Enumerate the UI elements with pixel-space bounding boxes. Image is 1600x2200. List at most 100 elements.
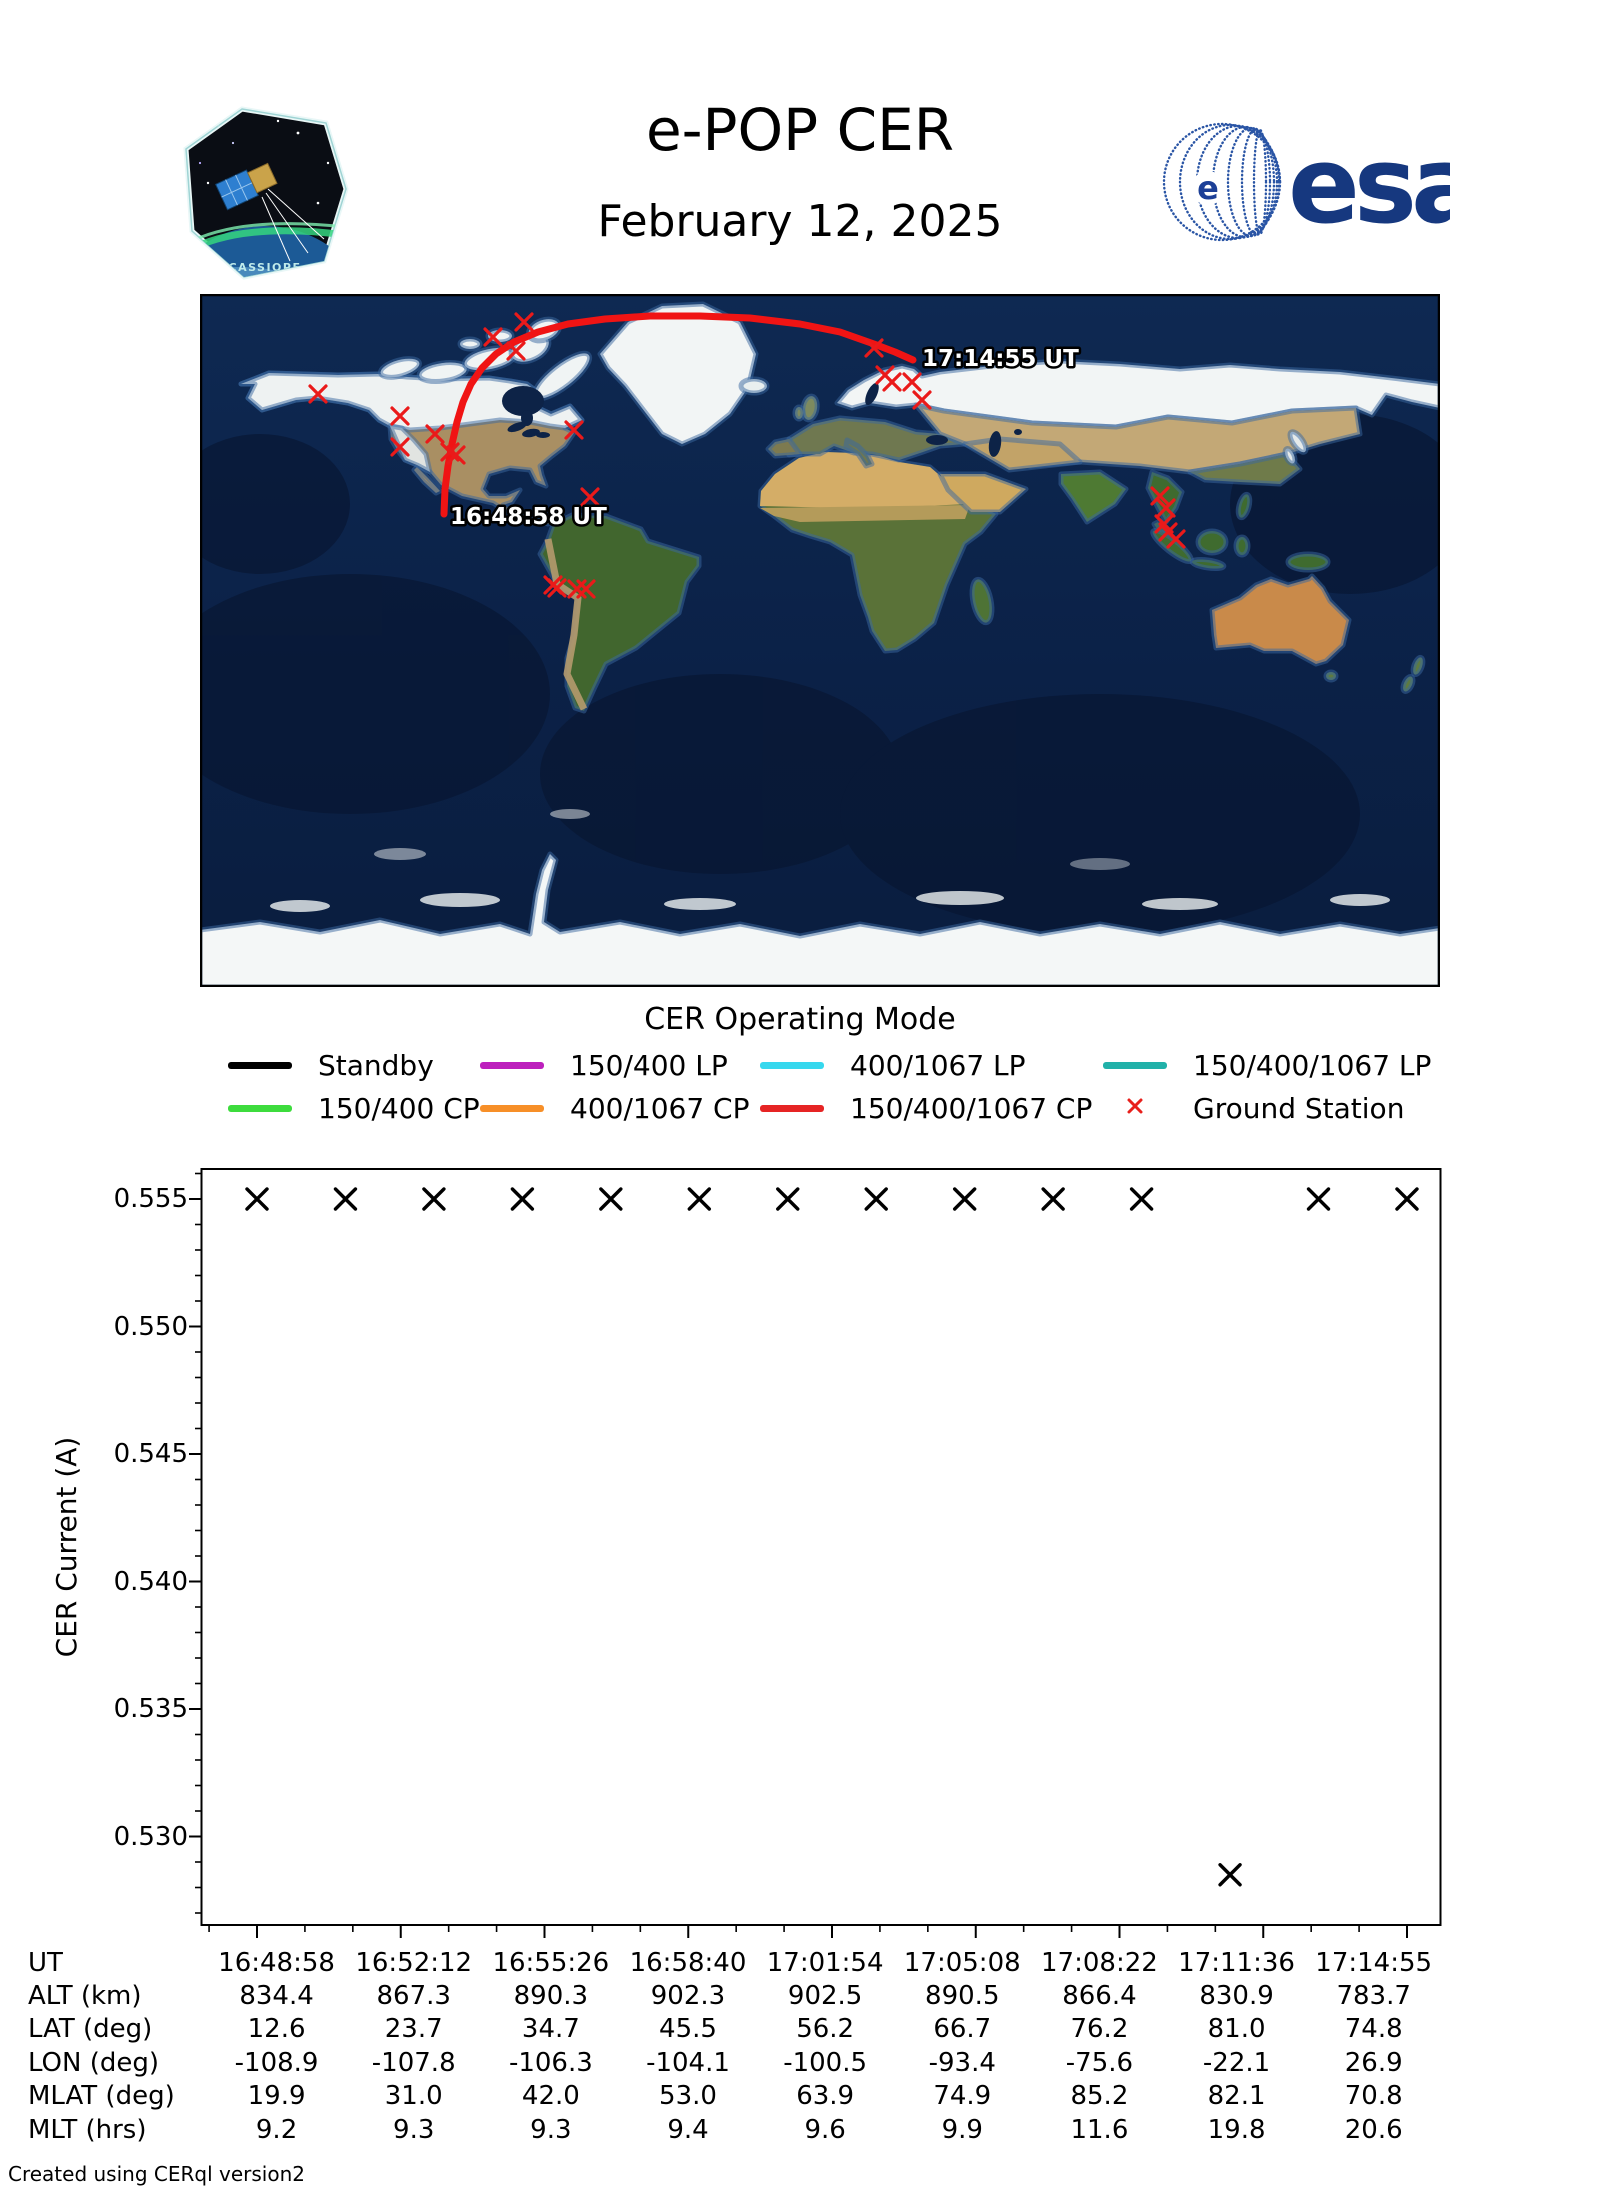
table-cell: 9.3 xyxy=(530,2114,572,2145)
table-cell: 16:55:26 xyxy=(492,1947,610,1978)
ground-station-marker xyxy=(506,341,526,361)
table-cell: 74.8 xyxy=(1344,2014,1403,2045)
ground-station-marker xyxy=(514,312,534,332)
legend-x-marker-icon xyxy=(1103,1095,1167,1121)
ground-station-marker xyxy=(390,406,410,426)
legend-title: CER Operating Mode xyxy=(644,1002,956,1037)
table-cell: -104.1 xyxy=(646,2047,730,2078)
table-cell: 17:11:36 xyxy=(1178,1947,1295,1978)
cer-current-data-point xyxy=(952,1187,977,1211)
table-cell: 74.9 xyxy=(933,2081,992,2112)
track-end-time-label: 17:14:55 UT xyxy=(922,346,1079,372)
table-cell: 82.1 xyxy=(1207,2081,1266,2112)
table-row-alt-km-: ALT (km) 834.4 867.3 890.3 902.3 902.5 890.5 86… xyxy=(0,1979,1450,2012)
legend-line-swatch xyxy=(228,1061,292,1069)
cer-current-plot xyxy=(141,1168,1501,1968)
table-cell: 81.0 xyxy=(1207,2014,1266,2045)
cer-current-data-point xyxy=(245,1187,269,1211)
table-cell: 19.8 xyxy=(1207,2114,1266,2145)
svg-text:e: e xyxy=(1197,169,1219,207)
legend-line-swatch xyxy=(760,1104,824,1112)
plot-frame xyxy=(200,1168,1442,1926)
legend-item-ground-station: Ground Station xyxy=(1103,1091,1404,1125)
table-row-mlt-hrs-: MLT (hrs) 9.2 9.3 9.3 9.4 9.6 9.9 11.6 19.8 20.6 xyxy=(0,2113,1450,2146)
table-row-header: MLT (hrs) xyxy=(28,2114,147,2145)
table-cell: -93.4 xyxy=(928,2047,996,2078)
page-date: February 12, 2025 xyxy=(597,196,1003,247)
cer-current-data-point xyxy=(1218,1863,1242,1887)
legend-line-swatch xyxy=(480,1061,544,1069)
table-cell: 16:58:40 xyxy=(629,1947,747,1978)
y-tick-label: 0.530 xyxy=(113,1821,188,1852)
map-continents xyxy=(197,301,1443,990)
footer-note: Created using CERql version2 xyxy=(8,2162,305,2186)
table-cell: 867.3 xyxy=(376,1981,451,2012)
cer-current-data-point xyxy=(1129,1187,1154,1211)
table-cell: 9.2 xyxy=(255,2114,298,2145)
esa-logo-text: esa xyxy=(1288,124,1450,247)
table-row-lon-deg-: LON (deg) -108.9 -107.8 -106.3 -104.1 -100.5 -… xyxy=(0,2046,1450,2079)
track-start-time-label: 16:48:58 UT xyxy=(450,504,607,530)
table-cell: 783.7 xyxy=(1336,1981,1411,2012)
legend-item-150-400-1067-lp: 150/400/1067 LP xyxy=(1103,1048,1431,1082)
table-row-header: MLAT (deg) xyxy=(28,2081,175,2112)
table-cell: 23.7 xyxy=(384,2014,443,2045)
table-cell: 9.4 xyxy=(667,2114,709,2145)
table-cell: 70.8 xyxy=(1344,2081,1403,2112)
ground-station-marker xyxy=(580,487,600,507)
table-cell: 34.7 xyxy=(521,2014,580,2045)
table-row-header: UT xyxy=(28,1947,63,1978)
ground-station-marker xyxy=(882,372,902,392)
y-axis-label: CER Current (A) xyxy=(50,1436,83,1658)
y-tick-label: 0.555 xyxy=(113,1184,188,1214)
table-cell: 76.2 xyxy=(1070,2014,1129,2045)
table-cell: 42.0 xyxy=(521,2081,580,2112)
table-cell: 11.6 xyxy=(1070,2114,1129,2145)
table-row-ut: UT 16:48:58 16:52:12 16:55:26 16:58:40 17:01:… xyxy=(0,1946,1450,1979)
legend-line-swatch xyxy=(760,1061,824,1069)
ground-track-map: 16:48:58 UT 17:14:55 UT xyxy=(150,293,1470,990)
table-cell: 45.5 xyxy=(659,2014,717,2045)
table-cell: 12.6 xyxy=(247,2014,306,2045)
cer-current-data-point xyxy=(1306,1187,1331,1211)
legend-item-label: 150/400 LP xyxy=(570,1048,728,1082)
table-cell: 834.4 xyxy=(239,1981,314,2012)
table-cell: 17:14:55 xyxy=(1315,1947,1433,1978)
table-cell: 9.9 xyxy=(941,2114,983,2145)
ground-station-marker xyxy=(1166,529,1186,549)
cassiope-mission-patch: CASSIOPE xyxy=(178,103,352,283)
ground-station-marker xyxy=(547,578,567,598)
legend-item-label: Standby xyxy=(318,1048,434,1082)
ground-station-marker xyxy=(864,338,884,358)
table-cell: -75.6 xyxy=(1065,2047,1134,2078)
table-cell: -100.5 xyxy=(783,2047,868,2078)
table-row-lat-deg-: LAT (deg) 12.6 23.7 34.7 45.5 56.2 66.7 76.2 81.… xyxy=(0,2013,1450,2046)
cer-current-data-point xyxy=(422,1187,446,1211)
table-cell: 53.0 xyxy=(659,2081,717,2112)
map-lakes xyxy=(502,382,1022,457)
table-cell: -108.9 xyxy=(234,2047,319,2078)
table-cell: 890.5 xyxy=(925,1981,1000,2012)
ground-station-marker xyxy=(1150,486,1170,506)
table-row-header: ALT (km) xyxy=(28,1981,142,2012)
legend-line-swatch xyxy=(480,1104,544,1112)
legend-item-400-1067-cp: 400/1067 CP xyxy=(480,1091,749,1125)
legend-item-label: Ground Station xyxy=(1193,1091,1405,1125)
ephemeris-table: UT 16:48:58 16:52:12 16:55:26 16:58:40 17:01:… xyxy=(0,1946,1450,2146)
cer-current-data-point xyxy=(333,1187,358,1211)
ground-station-marker xyxy=(425,424,445,444)
table-row-header: LAT (deg) xyxy=(28,2014,153,2045)
table-cell: 26.9 xyxy=(1344,2047,1403,2078)
cer-current-data-point xyxy=(599,1187,623,1211)
table-cell: 9.6 xyxy=(804,2114,846,2145)
cer-current-data-point xyxy=(864,1187,888,1211)
legend-item-label: 150/400/1067 CP xyxy=(850,1091,1093,1125)
table-cell: 902.5 xyxy=(787,1981,863,2012)
legend-item-label: 400/1067 CP xyxy=(570,1091,750,1125)
table-cell: -106.3 xyxy=(508,2047,593,2078)
ground-station-marker xyxy=(1156,498,1176,518)
cer-current-data-point xyxy=(687,1187,711,1211)
ground-station-marker xyxy=(576,579,596,599)
patch-text: CASSIOPE xyxy=(229,261,302,274)
legend-item-label: 400/1067 LP xyxy=(850,1048,1026,1082)
